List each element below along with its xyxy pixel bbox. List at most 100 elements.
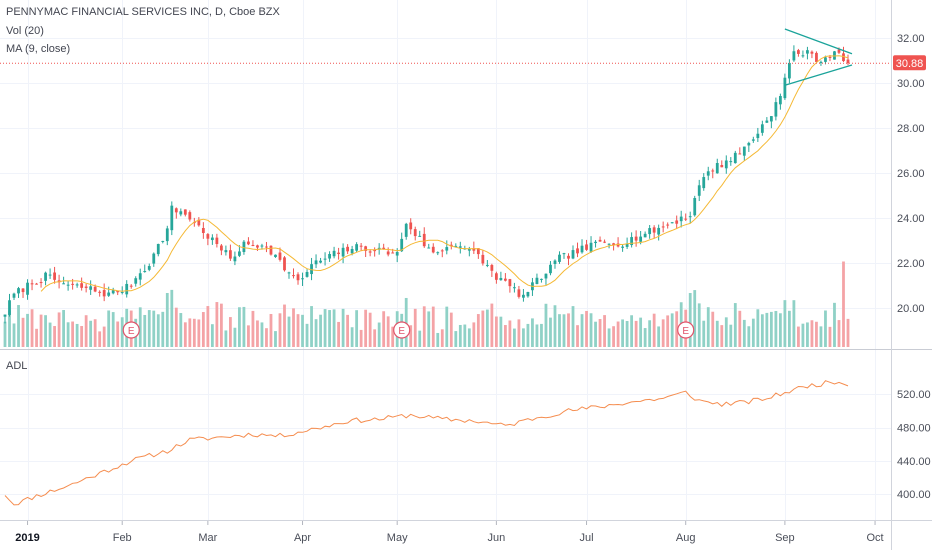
adl-tick-label: 520.00 <box>897 389 931 401</box>
candle-body <box>188 212 192 220</box>
adl-axis[interactable]: 520.00 480.00 440.00 400.00 <box>897 389 931 501</box>
volume-bar <box>206 306 210 347</box>
candle-body <box>210 237 214 241</box>
triangle-lower-line[interactable] <box>784 64 853 86</box>
earnings-marker[interactable]: E <box>122 321 140 339</box>
candle-body <box>233 256 237 262</box>
candle <box>48 268 52 279</box>
time-tick-label: May <box>387 532 408 544</box>
candle <box>657 224 661 241</box>
volume-bar <box>558 314 561 347</box>
candle-body <box>576 248 579 254</box>
candle <box>571 245 575 260</box>
candle <box>819 60 823 66</box>
volume-bar <box>75 323 79 347</box>
volume-bar <box>170 289 174 347</box>
volume-bar <box>742 319 746 347</box>
volume-bar <box>513 328 516 347</box>
candle-body <box>332 250 336 257</box>
volume-bar <box>409 325 413 347</box>
time-axis[interactable]: 2019 Feb Mar Apr May Jun Jul Aug Sep Oct <box>15 521 884 544</box>
triangle-upper-line[interactable] <box>784 28 853 55</box>
volume-bar <box>274 331 277 347</box>
candle-body <box>219 245 223 251</box>
candle <box>567 253 570 266</box>
volume-bar <box>102 326 106 347</box>
volume-bar <box>310 306 313 347</box>
candle-body <box>350 249 354 254</box>
candle <box>760 120 764 136</box>
candle-body <box>89 286 93 290</box>
volume-bar <box>138 307 142 347</box>
candle <box>229 244 232 261</box>
candle <box>684 213 688 222</box>
volume-bar <box>576 325 579 347</box>
volume-bar <box>616 321 620 347</box>
volume-bar <box>80 326 84 347</box>
volume-bar <box>440 329 444 347</box>
candle-body <box>715 163 719 174</box>
volume-bar <box>612 326 615 347</box>
volume-bar <box>598 319 602 347</box>
candle <box>332 246 336 259</box>
candle <box>553 259 557 269</box>
volume-bar <box>494 316 498 347</box>
candle <box>503 273 507 282</box>
volume-bar <box>341 308 345 347</box>
candle-body <box>66 284 70 286</box>
candle-body <box>571 250 575 259</box>
candle <box>666 222 670 229</box>
candle-body <box>359 245 363 247</box>
volume-bar <box>382 311 386 347</box>
candle-body <box>670 222 674 224</box>
volume-bar <box>8 310 11 347</box>
last-price-tag-text: 30.88 <box>896 58 924 70</box>
adl-tick-label: 400.00 <box>897 489 931 501</box>
legend-symbol[interactable]: PENNYMAC FINANCIAL SERVICES INC, D, Cboe… <box>6 6 280 18</box>
price-tick-label: 22.00 <box>897 258 925 270</box>
candle-body <box>783 77 787 99</box>
volume-bar <box>346 314 350 347</box>
earnings-marker[interactable]: E <box>393 321 411 339</box>
volume-bar <box>287 316 291 347</box>
volume-bar <box>404 297 408 347</box>
candle <box>724 155 728 174</box>
volume-bar <box>147 310 151 347</box>
legend-ma[interactable]: MA (9, close) <box>6 43 71 55</box>
candle <box>404 222 408 240</box>
earnings-circle <box>393 321 411 339</box>
volume-bar <box>810 320 814 347</box>
candle-body <box>319 260 322 263</box>
legend-adl[interactable]: ADL <box>6 360 28 372</box>
candle-body <box>251 244 255 246</box>
candle <box>102 283 106 302</box>
candle <box>319 257 322 264</box>
candle <box>418 230 422 237</box>
volume-bar <box>201 312 205 347</box>
candle <box>62 276 66 285</box>
candle <box>747 141 751 152</box>
candle-body <box>837 49 841 53</box>
earnings-marker[interactable]: E <box>677 321 695 339</box>
candle-body <box>724 160 728 169</box>
price-axis[interactable]: 32.00 30.00 28.00 26.00 24.00 22.00 20.00 <box>897 33 925 315</box>
candle-body <box>35 283 38 285</box>
volume-bar <box>238 307 241 347</box>
volume-bar <box>756 309 760 347</box>
candle-body <box>242 241 246 253</box>
candle-body <box>472 248 476 251</box>
candle <box>296 272 300 285</box>
legend-volume[interactable]: Vol (20) <box>6 25 44 37</box>
volume-bar <box>373 329 377 347</box>
candle <box>120 286 124 295</box>
candle-body <box>53 272 56 280</box>
volume-bar <box>522 328 525 347</box>
time-tick-label: Feb <box>113 532 132 544</box>
volume-bar <box>625 321 629 347</box>
candle <box>30 279 34 291</box>
volume-bar <box>806 322 809 347</box>
volume-bar <box>71 321 75 347</box>
last-price-tag: 30.88 <box>893 55 926 71</box>
candle <box>431 243 435 254</box>
